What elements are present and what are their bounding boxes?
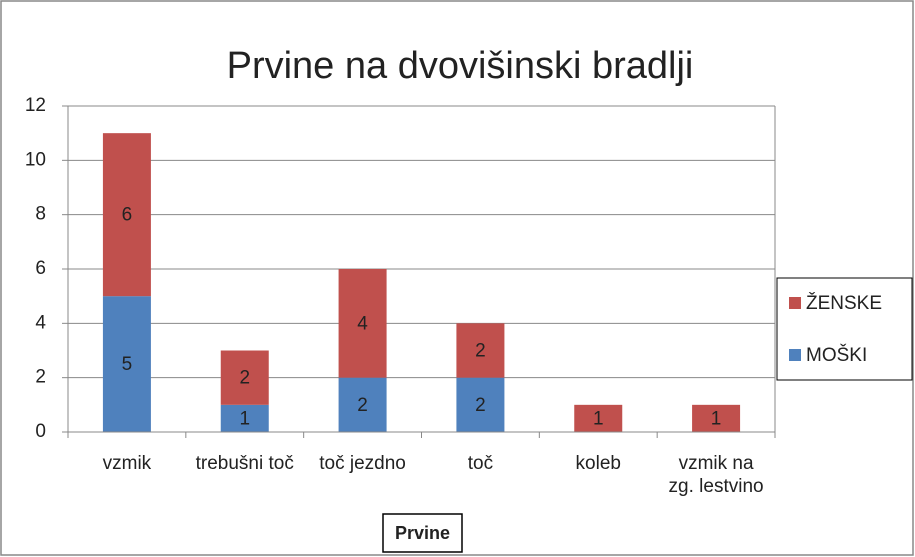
bar-segment: [338, 269, 387, 378]
x-tick-label: trebušni toč: [195, 453, 294, 474]
y-tick-label: 4: [35, 312, 46, 333]
legend-label: ŽENSKE: [806, 292, 882, 314]
legend-box: [776, 277, 913, 381]
bar-segment: [692, 404, 741, 432]
y-tick-label: 2: [35, 367, 46, 388]
bar-segment: [102, 296, 151, 432]
x-tick-label: koleb: [575, 453, 621, 474]
data-label: 1: [239, 408, 250, 429]
x-tick-label: vzmik: [102, 453, 152, 474]
data-label: 5: [122, 354, 133, 375]
bar-segment: [220, 404, 269, 432]
y-tick-label: 8: [35, 204, 46, 225]
data-label: 2: [475, 395, 486, 416]
y-tick-label: 12: [25, 95, 46, 116]
data-label: 2: [475, 341, 486, 362]
x-tick-label: toč jezdno: [319, 453, 406, 474]
legend-swatch: [789, 349, 801, 361]
bar-segment: [338, 377, 387, 432]
x-axis-title: Prvine: [395, 523, 450, 543]
bar-segment: [456, 323, 505, 378]
data-label: 6: [122, 205, 133, 226]
data-label: 1: [711, 408, 722, 429]
data-label: 2: [239, 368, 250, 389]
legend-swatch: [789, 297, 801, 309]
y-tick-label: 0: [35, 421, 46, 442]
bar-segment: [456, 377, 505, 432]
bar-segment: [220, 350, 269, 405]
y-tick-label: 6: [35, 258, 46, 279]
bar-segment: [574, 404, 623, 432]
x-tick-label: toč: [467, 453, 494, 474]
data-label: 2: [357, 395, 368, 416]
x-tick-label: vzmik na zg. lestvino: [668, 453, 764, 497]
x-axis-title-box: [382, 513, 463, 553]
data-label: 1: [593, 408, 604, 429]
bar-segment: [102, 133, 151, 297]
chart-title: Prvine na dvovišinski bradlji: [227, 45, 694, 87]
y-tick-label: 10: [25, 149, 46, 170]
legend-label: MOŠKI: [806, 344, 867, 366]
data-label: 4: [357, 313, 368, 334]
